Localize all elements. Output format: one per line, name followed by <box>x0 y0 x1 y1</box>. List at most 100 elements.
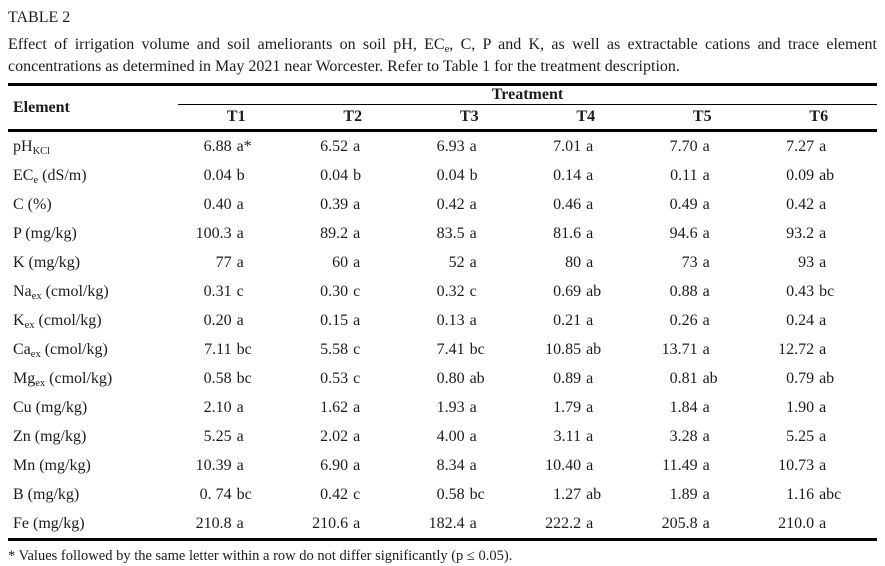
value-cell: 1.93 a <box>411 393 528 422</box>
cell-value: 0.13 <box>436 311 465 329</box>
value-cell: 7.70 a <box>644 131 761 162</box>
significance-letter: a <box>236 195 244 213</box>
value-cell: 1.90 a <box>761 393 878 422</box>
value-cell: 0.20 a <box>178 306 295 335</box>
value-cell: 6.90 a <box>295 451 412 480</box>
table-row: Zn (mg/kg) 5.25 a 2.02 a 4.00 a 3.11 a 3.28 a 5.25 a <box>8 422 877 451</box>
value-cell: 4.00 a <box>411 422 528 451</box>
significance-letter: a <box>702 340 710 358</box>
cell-value: 3.28 <box>669 427 698 445</box>
significance-letter: a <box>702 427 710 445</box>
cell-value: 5.58 <box>320 340 349 358</box>
element-unit: (cmol/kg) <box>34 311 102 329</box>
cell-value: 0.11 <box>670 166 698 184</box>
element-subscript: ex <box>35 377 46 389</box>
significance-letter: a <box>469 456 477 474</box>
cell-value: 73 <box>681 253 698 271</box>
significance-letter: a <box>819 253 827 271</box>
cell-value: 0.04 <box>436 166 465 184</box>
caption-text-post: , C, P and K, as well as extractable cat… <box>449 36 878 53</box>
value-cell: 10.85 ab <box>528 335 645 364</box>
value-cell: 0.49 a <box>644 190 761 219</box>
significance-letter: a <box>702 137 710 155</box>
cell-value: 1.27 <box>553 485 582 503</box>
significance-letter: a <box>586 224 594 242</box>
column-header-t3: T3 <box>411 104 528 132</box>
significance-letter: a <box>353 195 361 213</box>
cell-value: 222.2 <box>545 514 582 532</box>
significance-letter: c <box>353 485 361 503</box>
table-row: Cu (mg/kg) 2.10 a 1.62 a 1.93 a 1.79 a 1.84 a 1.90 a <box>8 393 877 422</box>
results-table: Element Treatment T1 T2 T3 T4 T5 T6 pHKCl 6.88… <box>8 83 877 541</box>
value-cell: 1.62 a <box>295 393 412 422</box>
value-cell: 0.42 a <box>761 190 878 219</box>
element-label: Naex (cmol/kg) <box>8 277 178 306</box>
significance-letter: a <box>702 311 710 329</box>
value-cell: 0.58 bc <box>411 480 528 509</box>
significance-letter: a <box>236 224 244 242</box>
element-subscript: ex <box>30 348 41 360</box>
cell-value: 6.88 <box>203 137 232 155</box>
value-cell: 6.93 a <box>411 131 528 162</box>
value-cell: 210.0 a <box>761 509 878 540</box>
caption-text-pre: Effect of irrigation volume and soil ame… <box>8 36 445 53</box>
value-cell: 0.79 ab <box>761 364 878 393</box>
value-cell: 5.25 a <box>761 422 878 451</box>
cell-value: 81.6 <box>553 224 582 242</box>
significance-letter: a <box>469 427 477 445</box>
cell-value: 93.2 <box>786 224 815 242</box>
cell-value: 1.89 <box>669 485 698 503</box>
value-cell: 0.21 a <box>528 306 645 335</box>
cell-value: 0.39 <box>320 195 349 213</box>
significance-letter: a <box>702 398 710 416</box>
significance-letter: a <box>236 456 244 474</box>
significance-letter: a <box>702 195 710 213</box>
element-label: P (mg/kg) <box>8 219 178 248</box>
cell-value: 100.3 <box>195 224 232 242</box>
significance-letter: a <box>353 253 361 271</box>
cell-value: 0.32 <box>436 282 465 300</box>
significance-letter: a <box>586 195 594 213</box>
significance-letter: a <box>702 253 710 271</box>
value-cell: 7.01 a <box>528 131 645 162</box>
value-cell: 93 a <box>761 248 878 277</box>
significance-letter: a <box>819 456 827 474</box>
cell-value: 1.84 <box>669 398 698 416</box>
value-cell: 1.89 a <box>644 480 761 509</box>
cell-value: 89.2 <box>320 224 349 242</box>
value-cell: 83.5 a <box>411 219 528 248</box>
cell-value: 6.52 <box>320 137 349 155</box>
cell-value: 1.62 <box>320 398 349 416</box>
cell-value: 2.02 <box>320 427 349 445</box>
cell-value: 10.39 <box>195 456 232 474</box>
significance-letter: bc <box>236 485 252 503</box>
value-cell: 1.16 abc <box>761 480 878 509</box>
value-cell: 0.26 a <box>644 306 761 335</box>
significance-letter: ab <box>469 369 485 387</box>
value-cell: 1.79 a <box>528 393 645 422</box>
caption-line-1: Effect of irrigation volume and soil ame… <box>8 34 877 56</box>
value-cell: 2.10 a <box>178 393 295 422</box>
cell-value: 210.0 <box>778 514 815 532</box>
significance-letter: ab <box>586 485 602 503</box>
value-cell: 6.52 a <box>295 131 412 162</box>
significance-letter: a <box>236 253 244 271</box>
significance-letter: a <box>353 514 361 532</box>
table-row: pHKCl 6.88 a* 6.52 a 6.93 a 7.01 a 7.70 a 7.27 a <box>8 131 877 162</box>
cell-value: 80 <box>565 253 582 271</box>
significance-letter: a <box>819 195 827 213</box>
value-cell: 13.71 a <box>644 335 761 364</box>
element-subscript: ex <box>24 319 35 331</box>
element-unit: (cmol/kg) <box>41 282 109 300</box>
value-cell: 210.6 a <box>295 509 412 540</box>
significance-letter: bc <box>236 369 252 387</box>
significance-letter: a <box>819 514 827 532</box>
element-unit: (dS/m) <box>38 166 87 184</box>
cell-value: 0.88 <box>669 282 698 300</box>
significance-letter: bc <box>819 282 835 300</box>
cell-value: 1.93 <box>436 398 465 416</box>
significance-letter: a* <box>236 137 252 155</box>
significance-letter: a <box>469 224 477 242</box>
significance-letter: a <box>702 485 710 503</box>
value-cell: 0. 74 bc <box>178 480 295 509</box>
